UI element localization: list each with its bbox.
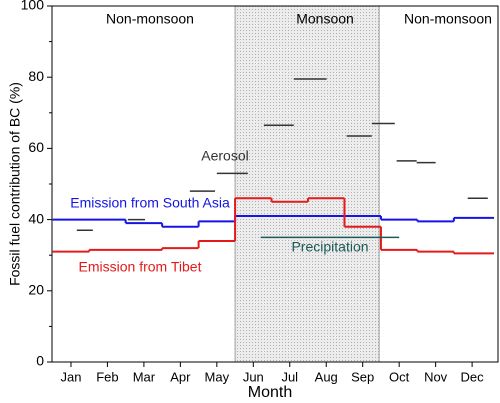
region-label: Non-monsoon bbox=[106, 11, 194, 27]
series-label: Emission from South Asia bbox=[70, 195, 230, 211]
x-tick-label: Nov bbox=[424, 369, 448, 384]
y-axis-label: Fossil fuel contribution of BC (%) bbox=[7, 82, 23, 286]
x-tick-label: Aug bbox=[315, 369, 338, 384]
series-label: Aerosol bbox=[201, 148, 248, 164]
x-axis-label: Month bbox=[248, 384, 292, 401]
x-tick-label: Jun bbox=[243, 369, 264, 384]
x-tick-label: Oct bbox=[389, 369, 410, 384]
y-tick-label: 100 bbox=[21, 0, 45, 13]
region-label: Monsoon bbox=[296, 11, 354, 27]
y-tick-label: 40 bbox=[28, 210, 44, 226]
x-tick-label: Jul bbox=[281, 369, 298, 384]
x-tick-label: Jan bbox=[60, 369, 81, 384]
x-tick-label: Mar bbox=[133, 369, 156, 384]
series-label: Emission from Tibet bbox=[79, 259, 202, 275]
x-tick-label: May bbox=[205, 369, 230, 384]
y-tick-label: 80 bbox=[28, 68, 44, 84]
x-tick-label: Sep bbox=[351, 369, 374, 384]
region-label: Non-monsoon bbox=[404, 11, 492, 27]
series-label: Precipitation bbox=[291, 239, 368, 255]
x-tick-label: Feb bbox=[96, 369, 118, 384]
y-tick-label: 0 bbox=[36, 353, 44, 369]
y-tick-label: 60 bbox=[28, 139, 44, 155]
monsoon-shade bbox=[234, 5, 380, 363]
x-tick-label: Apr bbox=[170, 369, 191, 384]
x-tick-label: Dec bbox=[461, 369, 485, 384]
y-tick-label: 20 bbox=[28, 282, 44, 298]
